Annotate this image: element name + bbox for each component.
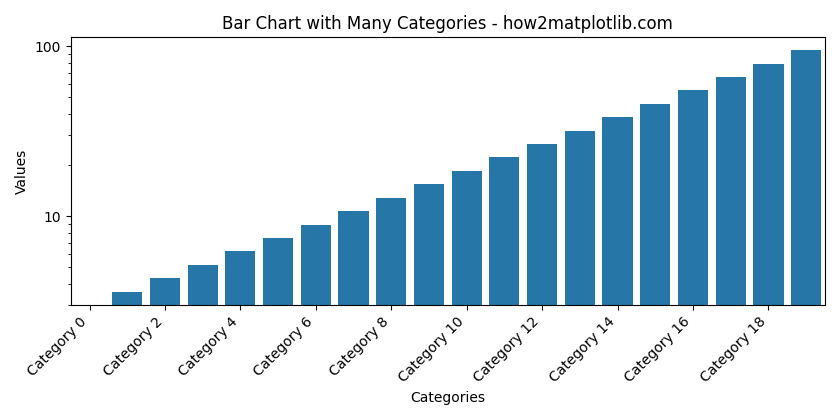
Bar xyxy=(678,90,708,420)
Bar xyxy=(791,50,822,420)
Y-axis label: Values: Values xyxy=(15,149,29,194)
Bar xyxy=(263,238,293,420)
Bar xyxy=(490,158,519,420)
Bar xyxy=(339,211,369,420)
Bar xyxy=(602,117,633,420)
Bar xyxy=(640,104,670,420)
Bar xyxy=(225,252,255,420)
Title: Bar Chart with Many Categories - how2matplotlib.com: Bar Chart with Many Categories - how2mat… xyxy=(223,15,674,33)
Bar xyxy=(414,184,444,420)
Bar xyxy=(301,225,331,420)
Bar xyxy=(452,171,482,420)
Bar xyxy=(716,77,746,420)
Bar xyxy=(187,265,218,420)
X-axis label: Categories: Categories xyxy=(410,391,486,405)
Bar xyxy=(376,198,407,420)
Bar xyxy=(75,305,105,420)
Bar xyxy=(564,131,595,420)
Bar xyxy=(753,63,784,420)
Bar xyxy=(113,291,142,420)
Bar xyxy=(527,144,557,420)
Bar xyxy=(150,278,180,420)
